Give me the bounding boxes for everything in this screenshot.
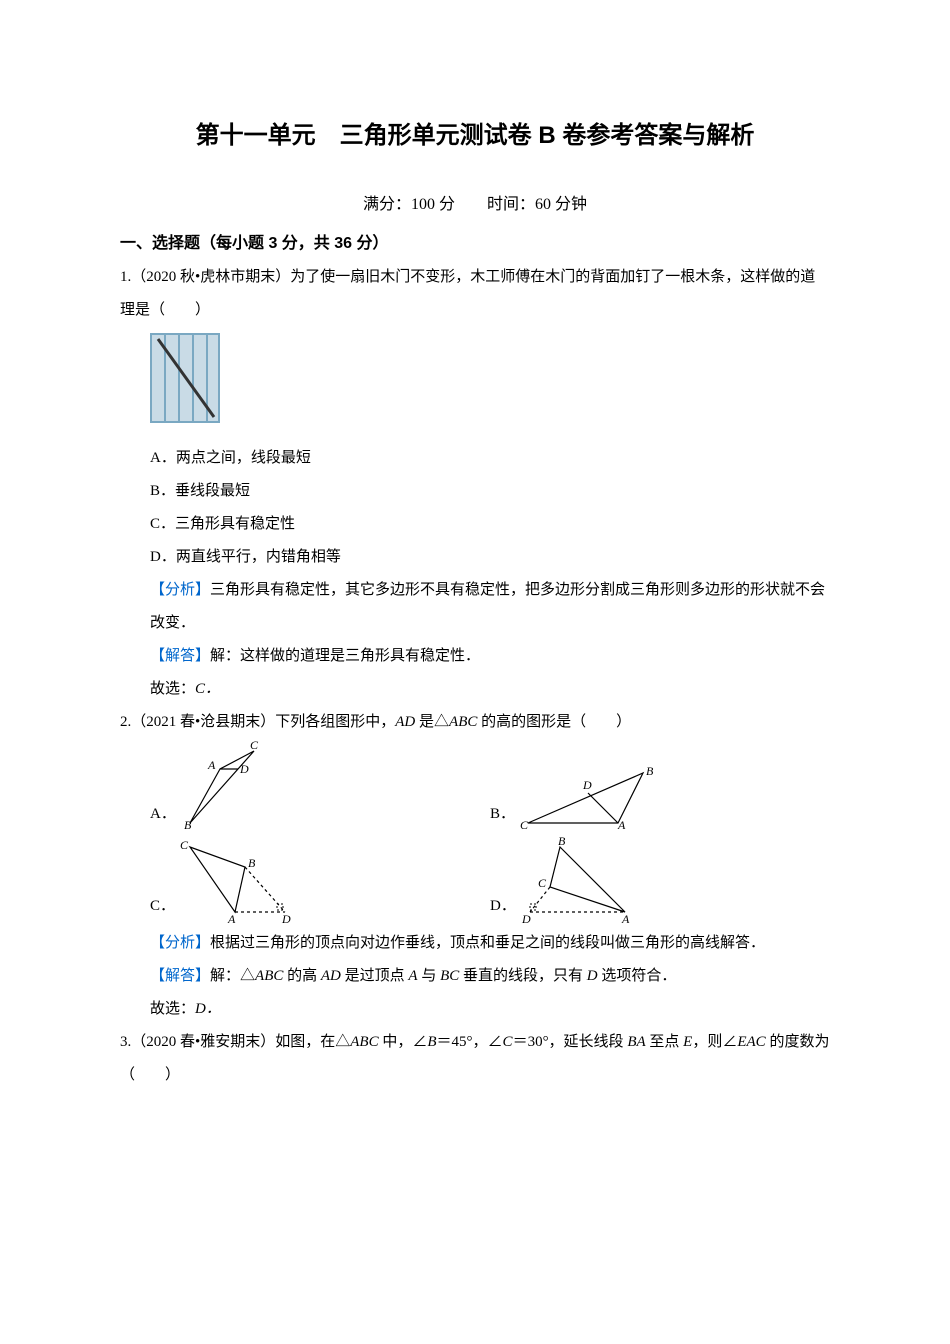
q2-analysis-text: 根据过三角形的顶点向对边作垂线，顶点和垂足之间的线段叫做三角形的高线解答． bbox=[210, 935, 765, 951]
q3-prefix: 3.（2020 春•雅安期末）如图，在△ bbox=[120, 1034, 350, 1050]
q2-ans-abc: ABC bbox=[255, 968, 283, 984]
svg-text:C: C bbox=[520, 818, 529, 831]
q2-ans-mid: 的高 bbox=[283, 968, 321, 984]
q3-mid3: ＝30°，延长线段 bbox=[513, 1034, 628, 1050]
q1-opt-c: C．三角形具有稳定性 bbox=[120, 508, 830, 541]
page-subtitle: 满分：100 分 时间：60 分钟 bbox=[120, 187, 830, 222]
q2-analysis: 【分析】根据过三角形的顶点向对边作垂线，顶点和垂足之间的线段叫做三角形的高线解答… bbox=[120, 927, 830, 960]
q2-ans-d: D bbox=[587, 968, 598, 984]
q3-mid2: ＝45°，∠ bbox=[437, 1034, 503, 1050]
q1-analysis: 【分析】三角形具有稳定性，其它多边形不具有稳定性，把多边形分割成三角形则多边形的… bbox=[120, 574, 830, 640]
svg-text:C: C bbox=[250, 739, 259, 752]
q2-ans-bc: BC bbox=[440, 968, 459, 984]
q3-abc: ABC bbox=[350, 1034, 378, 1050]
q3-stem: 3.（2020 春•雅安期末）如图，在△ABC 中，∠B＝45°，∠C＝30°，… bbox=[120, 1026, 830, 1092]
q2-final-letter: D． bbox=[195, 1001, 221, 1017]
svg-text:D: D bbox=[239, 762, 249, 776]
q2-options-row1: A． A B C D B． A B C D C． bbox=[120, 739, 830, 927]
q3-mid1: 中，∠ bbox=[379, 1034, 428, 1050]
triangle-a-figure: A B C D bbox=[178, 739, 268, 831]
svg-text:A: A bbox=[617, 818, 626, 831]
svg-text:D: D bbox=[582, 778, 592, 792]
svg-text:C: C bbox=[180, 838, 189, 852]
q2-abc: ABC bbox=[449, 714, 477, 730]
svg-text:D: D bbox=[281, 912, 291, 923]
q2-ans-suffix: 垂直的线段，只有 bbox=[459, 968, 587, 984]
q3-ba: BA bbox=[627, 1034, 645, 1050]
q1-final: 故选：C． bbox=[120, 673, 830, 706]
q1-final-letter: C． bbox=[195, 681, 220, 697]
door-figure bbox=[150, 333, 220, 423]
q1-analysis-text: 三角形具有稳定性，其它多边形不具有稳定性，把多边形分割成三角形则多边形的形状就不… bbox=[150, 582, 825, 631]
q2-final: 故选：D． bbox=[120, 993, 830, 1026]
analysis-label: 【分析】 bbox=[150, 582, 210, 598]
q2-ad: AD bbox=[395, 714, 415, 730]
q2-opt-d-label: D． bbox=[490, 890, 518, 923]
q3-b: B bbox=[427, 1034, 436, 1050]
q2-ans-ad: AD bbox=[321, 968, 341, 984]
svg-text:B: B bbox=[558, 835, 566, 848]
triangle-b-figure: A B C D bbox=[518, 761, 658, 831]
q1-answer-text: 解：这样做的道理是三角形具有稳定性． bbox=[210, 648, 480, 664]
q1-answer: 【解答】解：这样做的道理是三角形具有稳定性． bbox=[120, 640, 830, 673]
q1-stem: 1.（2020 秋•虎林市期末）为了使一扇旧木门不变形，木工师傅在木门的背面加钉… bbox=[120, 261, 830, 327]
svg-text:C: C bbox=[538, 876, 547, 890]
q2-stem-prefix: 2.（2021 春•沧县期末）下列各组图形中， bbox=[120, 714, 395, 730]
q2-suffix: 的高的图形是（ ） bbox=[477, 714, 631, 730]
q1-opt-b: B．垂线段最短 bbox=[120, 475, 830, 508]
q1-opt-d: D．两直线平行，内错角相等 bbox=[120, 541, 830, 574]
q2-ans-mid3: 与 bbox=[418, 968, 441, 984]
q2-mid2: 是△ bbox=[415, 714, 449, 730]
svg-text:B: B bbox=[646, 764, 654, 778]
analysis-label: 【分析】 bbox=[150, 935, 210, 951]
q2-opt-a-label: A． bbox=[150, 798, 178, 831]
q2-answer: 【解答】解：△ABC 的高 AD 是过顶点 A 与 BC 垂直的线段，只有 D … bbox=[120, 960, 830, 993]
q3-mid5: ，则∠ bbox=[692, 1034, 737, 1050]
q3-eac: EAC bbox=[737, 1034, 765, 1050]
svg-text:A: A bbox=[227, 912, 236, 923]
q2-opt-c: C． A B C D bbox=[150, 835, 490, 923]
q2-stem: 2.（2021 春•沧县期末）下列各组图形中，AD 是△ABC 的高的图形是（ … bbox=[120, 706, 830, 739]
q2-ans-a: A bbox=[408, 968, 417, 984]
q2-opt-c-label: C． bbox=[150, 890, 178, 923]
triangle-c-figure: A B C D bbox=[178, 835, 298, 923]
q2-opt-b: B． A B C D bbox=[490, 739, 830, 831]
q2-ans-prefix: 解：△ bbox=[210, 968, 255, 984]
q3-mid4: 至点 bbox=[646, 1034, 684, 1050]
page: 第十一单元 三角形单元测试卷 B 卷参考答案与解析 满分：100 分 时间：60… bbox=[0, 0, 950, 1152]
svg-text:B: B bbox=[248, 856, 256, 870]
q2-final-text: 故选： bbox=[150, 1001, 195, 1017]
svg-text:A: A bbox=[621, 912, 630, 923]
q2-ans-end: 选项符合． bbox=[598, 968, 677, 984]
triangle-d-figure: A B C D bbox=[518, 835, 638, 923]
q2-opt-b-label: B． bbox=[490, 798, 518, 831]
q3-c: C bbox=[503, 1034, 513, 1050]
svg-text:D: D bbox=[521, 912, 531, 923]
svg-text:B: B bbox=[184, 818, 192, 831]
page-title: 第十一单元 三角形单元测试卷 B 卷参考答案与解析 bbox=[120, 110, 830, 163]
answer-label: 【解答】 bbox=[150, 648, 210, 664]
section-heading: 一、选择题（每小题 3 分，共 36 分） bbox=[120, 226, 830, 261]
q2-opt-d: D． A B C D bbox=[490, 835, 830, 923]
q2-opt-a: A． A B C D bbox=[150, 739, 490, 831]
svg-text:A: A bbox=[207, 758, 216, 772]
q1-final-text: 故选： bbox=[150, 681, 195, 697]
q1-opt-a: A．两点之间，线段最短 bbox=[120, 442, 830, 475]
q3-e: E bbox=[683, 1034, 692, 1050]
q2-ans-mid2: 是过顶点 bbox=[341, 968, 409, 984]
answer-label: 【解答】 bbox=[150, 968, 210, 984]
